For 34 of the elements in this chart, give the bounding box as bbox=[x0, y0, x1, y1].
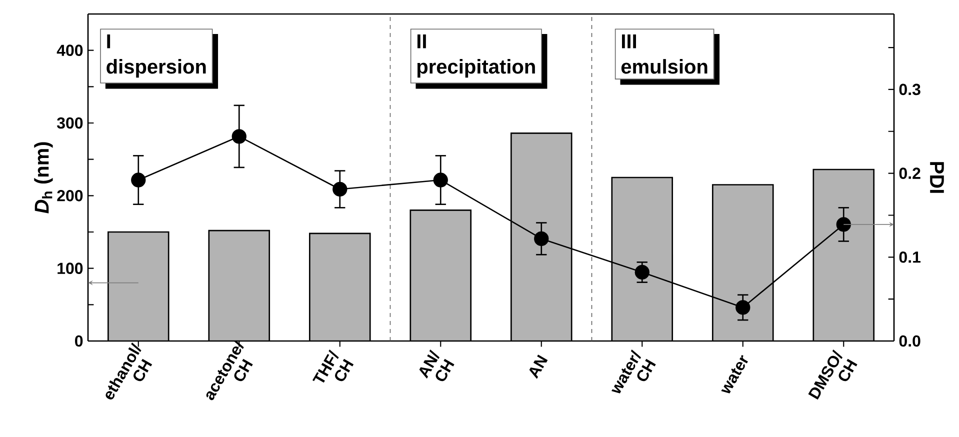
bar bbox=[310, 233, 370, 341]
point bbox=[534, 231, 549, 246]
point bbox=[433, 172, 448, 188]
y2-tick-label: 0.1 bbox=[899, 251, 920, 263]
y-tick-label: 0 bbox=[75, 335, 83, 347]
annotation: dispersion bbox=[106, 59, 206, 78]
bar bbox=[208, 230, 270, 341]
y-tick-label: 300 bbox=[56, 117, 83, 129]
bar bbox=[612, 178, 672, 341]
annotation: III bbox=[622, 34, 636, 48]
bar bbox=[108, 232, 169, 341]
y2-tick-label: 0.0 bbox=[899, 335, 920, 347]
y-tick-label: 400 bbox=[56, 44, 83, 56]
x-tick-label: AN bbox=[529, 354, 548, 379]
y-axis-title: D$_{h}$ (nm) bbox=[34, 142, 53, 214]
point bbox=[232, 129, 246, 144]
annotation: emulsion bbox=[621, 59, 708, 74]
bar bbox=[712, 184, 774, 341]
point bbox=[836, 217, 851, 232]
point bbox=[736, 300, 750, 315]
annotation: precipitation bbox=[417, 59, 535, 78]
y2-tick-label: 0.2 bbox=[899, 168, 920, 179]
bar bbox=[511, 133, 572, 341]
y2-tick-label: 0.3 bbox=[899, 84, 920, 96]
y2-axis-title: PDI bbox=[930, 162, 944, 193]
point bbox=[634, 264, 650, 280]
y-tick-label: 100 bbox=[58, 262, 83, 274]
y-tick-label: 200 bbox=[57, 190, 83, 202]
bar bbox=[812, 168, 875, 341]
annotation: II bbox=[417, 34, 426, 48]
annotation: I bbox=[107, 34, 110, 48]
point bbox=[332, 182, 348, 197]
point bbox=[131, 172, 146, 188]
bar bbox=[410, 210, 471, 341]
